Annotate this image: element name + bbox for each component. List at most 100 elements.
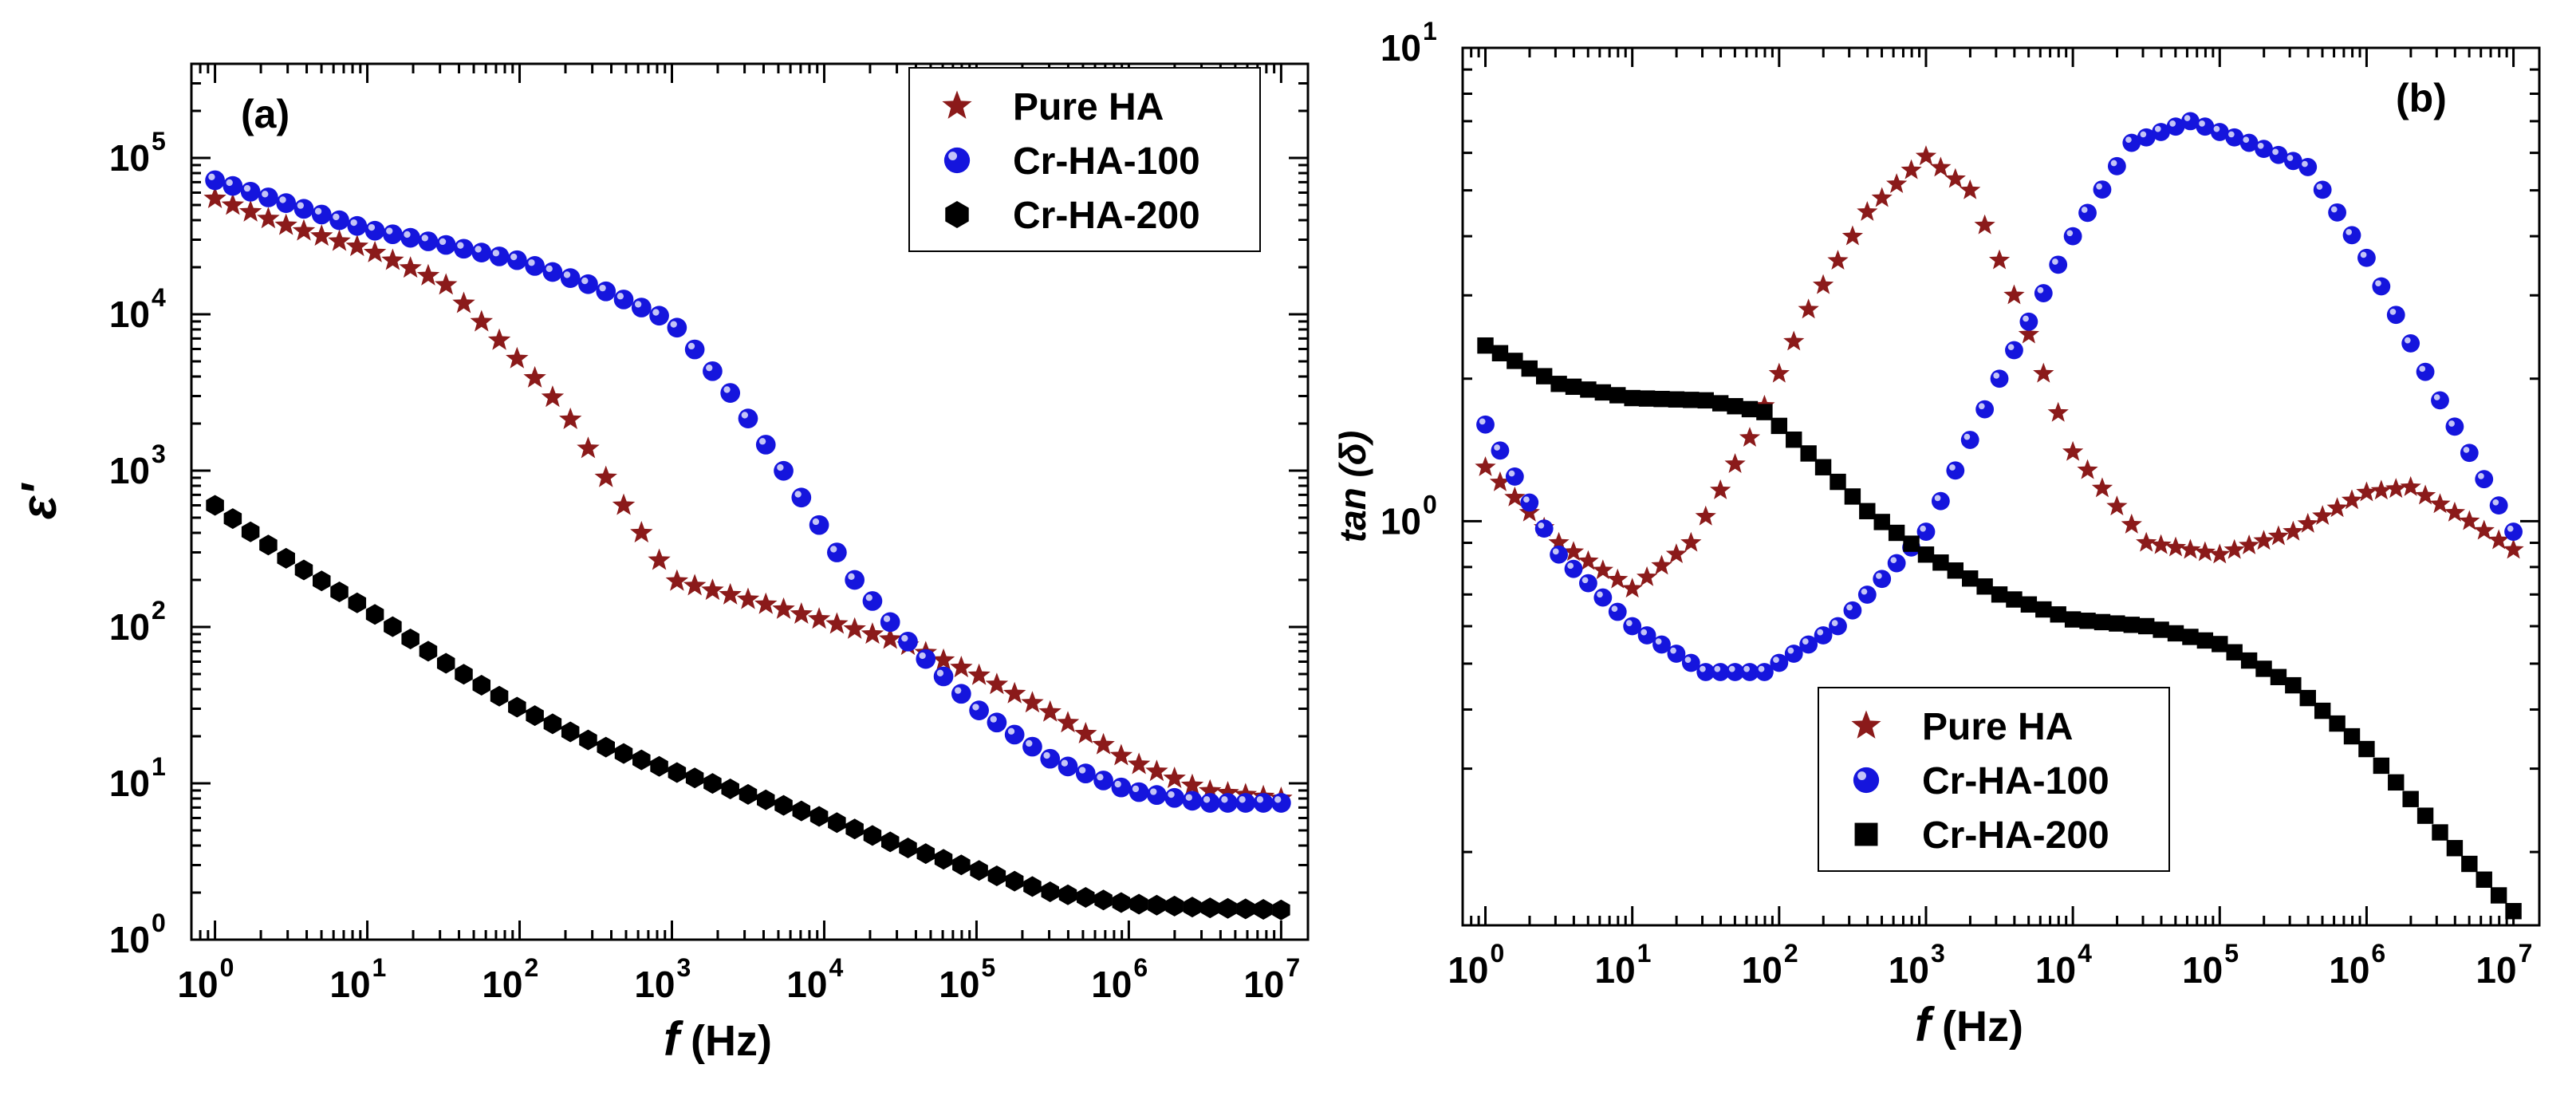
data-point-b-0	[1944, 168, 1966, 188]
data-point-a-1	[293, 199, 314, 219]
legend-label-a-2: Cr-HA-200	[1013, 195, 1200, 237]
data-point-b-2	[1932, 554, 1949, 571]
data-point-b-1	[2313, 180, 2332, 199]
data-point-b-0	[1915, 145, 1937, 166]
y-tick-exp-a: 1	[152, 752, 166, 781]
data-point-b-0	[2180, 538, 2201, 559]
data-point-b-0	[1504, 486, 1526, 507]
data-point-b-1	[1505, 467, 1524, 486]
data-point-b-1	[2342, 226, 2361, 245]
data-point-a-1-highlight	[652, 309, 660, 316]
data-point-a-1	[684, 339, 705, 360]
data-point-a-1-highlight	[279, 196, 286, 203]
data-point-b-0	[1665, 543, 1688, 564]
data-point-b-2	[2416, 807, 2434, 824]
data-point-b-0	[1475, 455, 1496, 476]
x-tick-label-a: 10	[939, 964, 979, 1005]
data-point-b-1	[2416, 362, 2435, 381]
data-point-a-1-highlight	[1150, 788, 1157, 795]
data-point-a-1-highlight	[723, 386, 731, 393]
x-tick-exp-a: 4	[829, 953, 843, 982]
data-point-a-1-highlight	[1043, 751, 1050, 759]
data-point-b-0	[2150, 534, 2172, 554]
data-point-b-0	[2283, 520, 2304, 541]
data-point-b-2	[2255, 660, 2272, 677]
data-point-a-1	[1253, 793, 1274, 813]
data-point-a-1	[525, 256, 545, 276]
data-point-b-1-highlight	[1670, 647, 1676, 654]
data-point-b-0	[2033, 362, 2054, 383]
data-point-a-2	[1165, 895, 1184, 917]
data-point-b-1-highlight	[2023, 315, 2029, 322]
data-point-b-1	[2034, 284, 2053, 302]
data-point-a-1	[880, 612, 900, 633]
data-point-b-1-highlight	[2213, 125, 2220, 132]
data-point-b-1	[1534, 519, 1554, 538]
data-point-a-1	[489, 246, 510, 266]
data-point-a-1-highlight	[883, 615, 891, 622]
data-point-b-2	[1947, 562, 1964, 579]
data-point-a-1-highlight	[1185, 794, 1192, 801]
data-point-b-0	[1724, 452, 1746, 473]
data-point-a-2	[1041, 881, 1059, 903]
data-point-b-1-highlight	[2154, 125, 2161, 132]
data-point-b-1-highlight	[1508, 470, 1515, 477]
data-point-b-1-highlight	[1597, 591, 1603, 598]
data-point-b-1-highlight	[2052, 258, 2058, 265]
data-point-b-1-highlight	[2199, 120, 2205, 127]
data-point-a-0	[470, 309, 493, 332]
data-point-a-1	[1111, 777, 1132, 798]
x-tick-label-b: 10	[2035, 949, 2076, 991]
data-point-b-1	[1975, 400, 1995, 419]
data-point-a-0	[238, 199, 262, 222]
data-point-b-1	[2298, 158, 2318, 176]
data-point-b-1-highlight	[1728, 665, 1735, 672]
data-point-a-0	[523, 365, 546, 388]
x-tick-exp-b: 2	[1784, 939, 1798, 968]
data-point-a-1-highlight	[1256, 796, 1264, 803]
x-tick-label-a: 10	[1243, 964, 1284, 1005]
data-point-b-0	[2444, 501, 2466, 522]
data-point-a-0	[701, 578, 724, 601]
data-point-a-1	[613, 290, 634, 309]
data-point-b-0	[1841, 225, 1864, 246]
data-point-b-0	[2473, 519, 2495, 540]
data-point-a-1	[631, 298, 652, 317]
data-point-b-0	[1900, 159, 1922, 179]
x-tick-exp-b: 1	[1637, 939, 1652, 968]
data-point-b-1	[2386, 306, 2405, 325]
data-point-b-1-highlight	[2228, 131, 2235, 138]
data-point-b-2	[2314, 702, 2331, 720]
data-point-a-2	[863, 825, 882, 846]
data-point-b-1-highlight	[2419, 365, 2426, 373]
legend-marker-b-1	[1853, 767, 1880, 794]
y-axis-label-a: ε'	[12, 483, 67, 520]
x-axis-unit-a: (Hz)	[691, 1017, 772, 1065]
panel-label-b: (b)	[2396, 76, 2447, 120]
y-tick-exp-a: 5	[152, 127, 166, 156]
data-point-a-1	[1040, 748, 1061, 769]
data-point-b-1-highlight	[2463, 447, 2470, 453]
data-point-b-1-highlight	[2169, 120, 2176, 127]
data-point-b-1	[1960, 431, 1979, 449]
data-point-b-1-highlight	[1523, 496, 1530, 503]
data-point-b-0	[2356, 481, 2377, 502]
data-point-b-1-highlight	[1978, 403, 1985, 410]
data-point-b-2	[2079, 613, 2096, 629]
data-point-b-1	[1887, 554, 1906, 573]
data-point-a-1	[1235, 793, 1256, 813]
data-point-b-0	[1710, 479, 1731, 499]
panel-a: 10 0 10 1 10 2 10 3 10 4 10 5 10 6 10 710 010 110 210 310 41…	[12, 62, 1310, 1066]
data-point-a-2	[526, 705, 544, 727]
data-point-a-1-highlight	[901, 635, 908, 642]
x-axis-symbol-a: f	[664, 1012, 683, 1066]
data-point-a-2	[809, 806, 829, 827]
data-point-a-1	[1004, 724, 1025, 745]
data-point-b-2	[2153, 621, 2169, 638]
data-point-a-0	[399, 256, 422, 278]
data-point-b-1-highlight	[2096, 183, 2102, 190]
data-point-b-0	[1489, 471, 1511, 491]
data-point-a-1	[791, 487, 812, 508]
data-point-a-0	[1056, 711, 1080, 733]
